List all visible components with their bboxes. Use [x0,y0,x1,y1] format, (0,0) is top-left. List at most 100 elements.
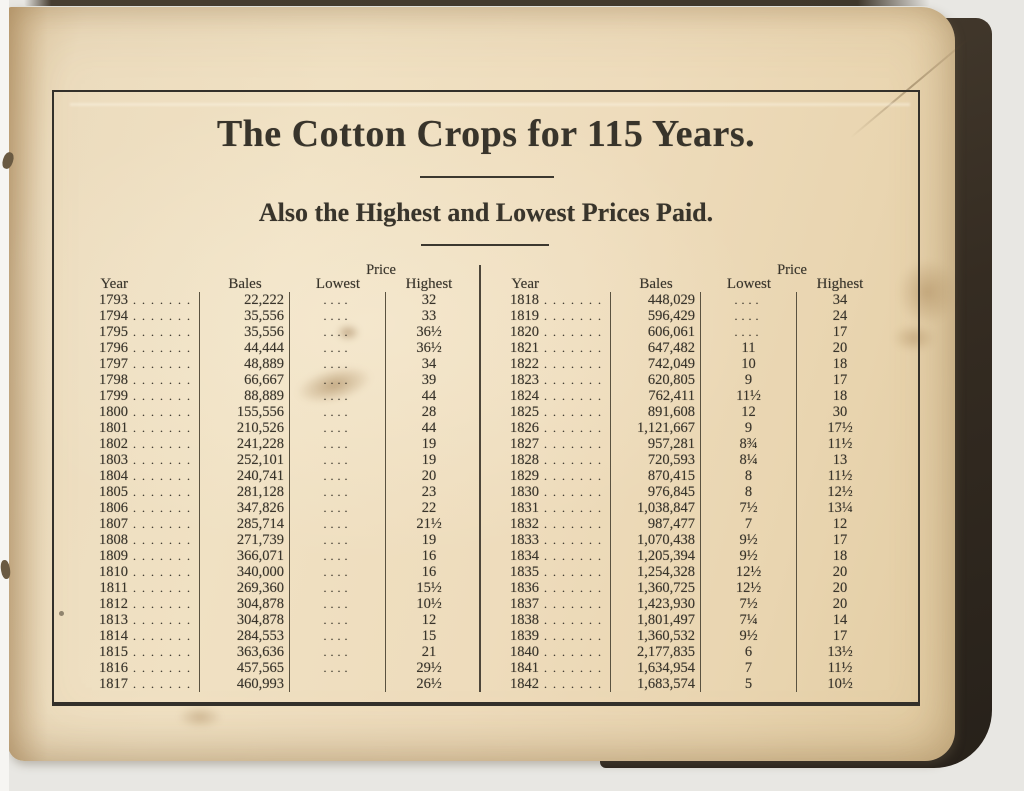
table-row: 1813....... 304,878.... 12 [70,612,472,628]
lowest-cell: .... [701,324,797,340]
lowest-cell: 9½ [701,548,797,564]
highest-cell: 23 [421,484,437,500]
spine-shadow [8,7,48,761]
highest-cell: 10½ [416,596,442,612]
dot-leader: ....... [128,388,200,404]
table-right-half: Price Year Bales Lowest Highest 1818....… [481,263,883,692]
highest-cell: 22 [421,500,437,516]
table-row: 1805....... 281,128.... 23 [70,484,472,500]
table-row: 1799....... 88,889.... 44 [70,388,472,404]
dot-leader: ....... [128,308,200,324]
dot-leader: ....... [539,404,611,420]
lowest-cell: .... [290,532,386,548]
year-cell: 1807 [99,516,128,532]
highest-cell: 34 [832,292,848,308]
lowest-cell: .... [290,516,386,532]
table-row: 1811....... 269,360.... 15½ [70,580,472,596]
highest-cell: 21 [421,644,437,660]
dot-leader: ....... [128,420,200,436]
paper-stain [898,260,956,324]
dot-leader: ....... [128,612,200,628]
table-row: 1819....... 596,429.... 24 [481,308,883,324]
highest-cell: 14 [832,612,848,628]
dot-leader: ....... [128,468,200,484]
highest-cell: 39 [421,372,437,388]
year-cell: 1839 [510,628,539,644]
dot-leader: ....... [539,292,611,308]
dot-leader: ....... [539,372,611,388]
year-cell: 1795 [99,324,128,340]
highest-cell: 18 [832,356,848,372]
dot-leader: ....... [128,372,200,388]
bales-cell: 304,878 [200,612,290,628]
table-row: 1839....... 1,360,532 9½ 17 [481,628,883,644]
bales-cell: 35,556 [200,308,290,324]
bales-cell: 1,254,328 [611,564,701,580]
dot-leader: ....... [128,484,200,500]
dot-leader: ....... [539,468,611,484]
highest-cell: 16 [421,548,437,564]
lowest-cell: .... [290,596,386,612]
dot-leader: ....... [539,388,611,404]
table-row: 1804....... 240,741.... 20 [70,468,472,484]
highest-cell: 26½ [416,676,442,692]
bales-cell: 241,228 [200,436,290,452]
dot-leader: ....... [128,356,200,372]
bales-cell: 366,071 [200,548,290,564]
year-cell: 1840 [510,644,539,660]
table-row: 1795....... 35,556.... 36½ [70,324,472,340]
bales-cell: 1,360,725 [611,580,701,596]
year-cell: 1815 [99,644,128,660]
year-cell: 1802 [99,436,128,452]
year-cell: 1833 [510,532,539,548]
highest-cell: 17 [832,532,848,548]
highest-cell: 15 [421,628,437,644]
lowest-cell: .... [290,660,386,676]
year-cell: 1822 [510,356,539,372]
dot-leader: ....... [539,564,611,580]
table-row: 1793....... 22,222.... 32 [70,292,472,308]
year-cell: 1814 [99,628,128,644]
highest-cell: 20 [832,580,848,596]
year-cell: 1813 [99,612,128,628]
dot-leader: ....... [128,292,200,308]
table-row: 1802....... 241,228.... 19 [70,436,472,452]
highest-cell: 19 [421,436,437,452]
price-header-row: Price [70,263,472,278]
year-cell: 1804 [99,468,128,484]
year-cell: 1806 [99,500,128,516]
price-header-row: Price [481,263,883,278]
dot-leader: ....... [539,340,611,356]
highest-cell: 15½ [416,580,442,596]
year-cell: 1823 [510,372,539,388]
year-cell: 1818 [510,292,539,308]
lowest-cell: .... [290,308,386,324]
year-cell: 1820 [510,324,539,340]
dot-leader: ....... [128,628,200,644]
column-header-row: Year Bales Lowest Highest [70,277,472,292]
highest-cell: 13½ [827,644,853,660]
year-cell: 1832 [510,516,539,532]
column-header-bales: Bales [228,276,262,292]
table-row: 1818....... 448,029.... 34 [481,292,883,308]
bales-cell: 304,878 [200,596,290,612]
highest-cell: 11½ [827,660,853,676]
lowest-cell: 12½ [701,564,797,580]
lowest-cell [290,676,386,692]
bales-cell: 285,714 [200,516,290,532]
column-header-highest: Highest [405,276,453,292]
table-row: 1831....... 1,038,847 7½ 13¼ [481,500,883,516]
table-row: 1807....... 285,714.... 21½ [70,516,472,532]
highest-cell: 33 [421,308,437,324]
lowest-cell: .... [290,564,386,580]
dot-leader: ....... [539,548,611,564]
highest-cell: 20 [832,596,848,612]
dot-leader: ....... [539,660,611,676]
highest-cell: 44 [421,420,437,436]
year-cell: 1829 [510,468,539,484]
year-cell: 1835 [510,564,539,580]
dot-leader: ....... [539,644,611,660]
bales-cell: 44,444 [200,340,290,356]
lowest-cell: .... [290,468,386,484]
page-subtitle: Also the Highest and Lowest Prices Paid. [258,198,714,227]
